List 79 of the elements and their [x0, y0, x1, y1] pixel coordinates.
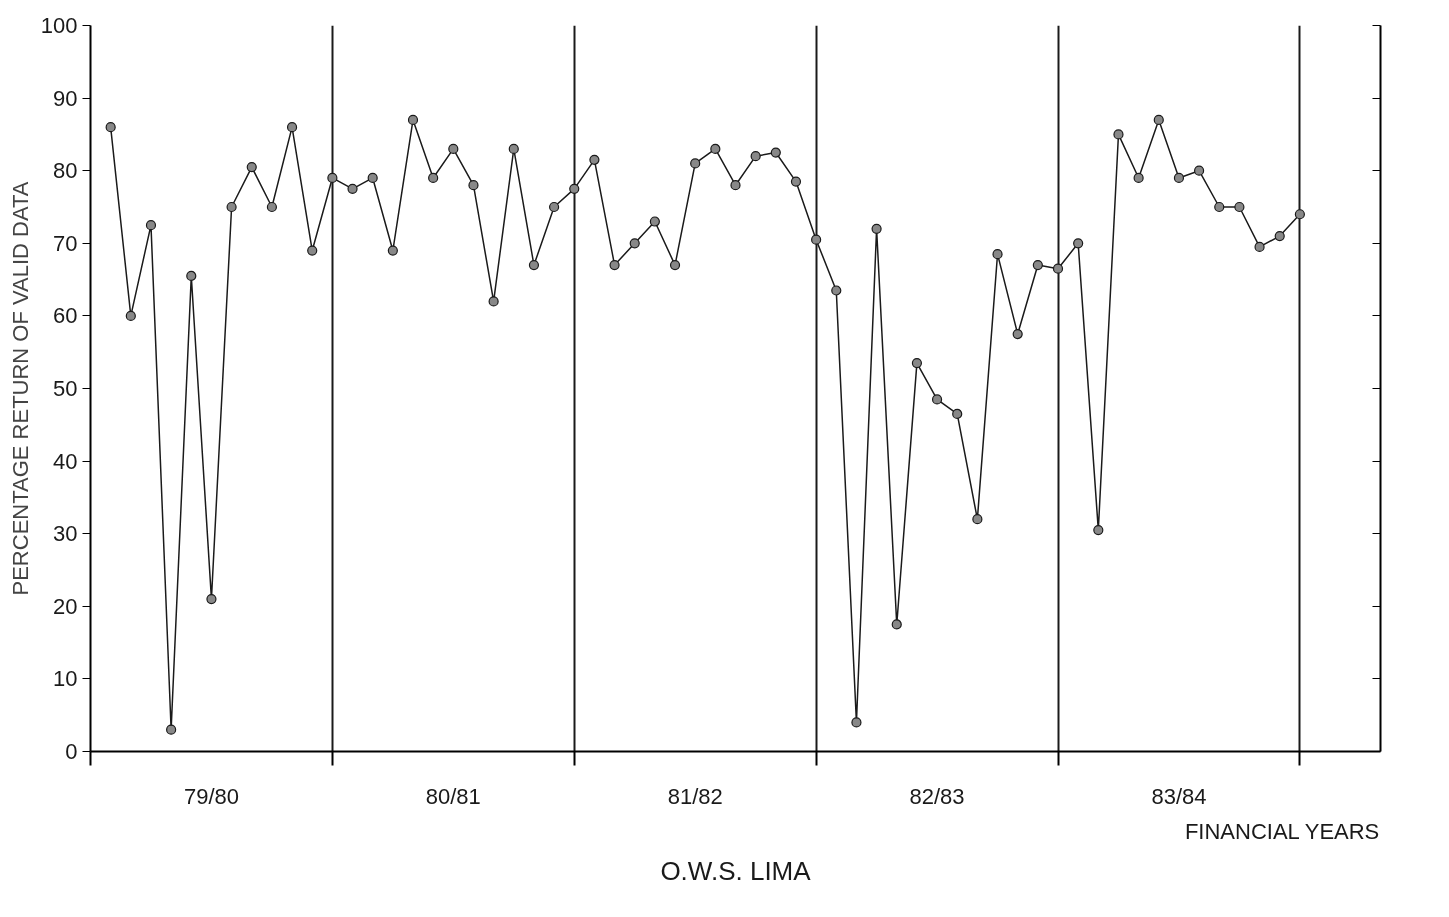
point [1274, 230, 1285, 242]
point [1133, 172, 1144, 184]
point [569, 183, 580, 194]
point [145, 220, 157, 231]
point [1093, 524, 1104, 536]
x-tick-label: 82/83 [909, 783, 965, 809]
y-axis-title: PERCENTAGE RETURN OF VALID DATA [7, 181, 33, 596]
point [1113, 129, 1124, 140]
point [992, 249, 1003, 260]
point [428, 172, 439, 184]
point [851, 717, 862, 728]
point [166, 724, 177, 735]
point [750, 151, 761, 162]
y-tick-label: 90 [53, 85, 78, 111]
x-axis-title: FINANCIAL YEARS [1184, 818, 1380, 844]
point [770, 147, 781, 158]
point [730, 180, 741, 191]
point [589, 154, 600, 165]
y-tick-label: 70 [53, 230, 78, 256]
point [1254, 241, 1265, 253]
point [1073, 238, 1084, 249]
point [871, 223, 882, 234]
y-tick-label: 10 [53, 666, 78, 692]
point [488, 296, 499, 307]
point [186, 270, 197, 282]
point [911, 358, 923, 369]
point [891, 619, 902, 630]
point [931, 394, 943, 405]
x-tick-label: 83/84 [1151, 783, 1207, 809]
point [206, 593, 217, 605]
point [266, 201, 278, 213]
point [690, 158, 701, 169]
point [508, 143, 519, 155]
point [105, 122, 116, 133]
point [1193, 165, 1205, 176]
point [125, 310, 136, 321]
y-tick-label: 80 [53, 158, 78, 184]
point [1032, 259, 1043, 271]
point [831, 285, 842, 296]
point [1153, 114, 1164, 125]
point [468, 180, 479, 191]
point [407, 114, 419, 125]
point [226, 201, 237, 213]
point [1234, 201, 1245, 213]
point [1214, 201, 1225, 213]
point [1294, 209, 1305, 220]
point [307, 245, 318, 256]
y-tick-label: 60 [53, 303, 78, 329]
point [448, 143, 459, 155]
point [387, 245, 398, 256]
point [1012, 328, 1023, 340]
point [710, 143, 721, 155]
point [327, 172, 338, 184]
x-tick-label: 81/82 [667, 783, 723, 809]
point [347, 183, 358, 194]
point [286, 122, 298, 133]
point [790, 176, 802, 187]
point [952, 408, 963, 419]
y-tick-label: 50 [53, 376, 78, 401]
y-tick-label: 30 [53, 521, 78, 547]
point [649, 216, 660, 227]
point [811, 234, 822, 245]
point [367, 172, 378, 184]
point [972, 514, 983, 525]
y-tick-label: 0 [65, 739, 78, 764]
y-tick-label: 20 [53, 593, 78, 619]
y-tick-label: 40 [53, 448, 78, 474]
point [548, 201, 560, 213]
y-tick-label: 100 [40, 13, 78, 38]
point [609, 259, 620, 271]
point [669, 259, 681, 271]
point [246, 161, 257, 173]
x-tick-label: 80/81 [425, 783, 481, 809]
text: O.W.S. LIMA [660, 855, 812, 886]
point [629, 238, 640, 249]
point [528, 259, 540, 271]
point [1173, 172, 1185, 184]
x-tick-label: 79/80 [183, 783, 239, 809]
point [1052, 263, 1064, 274]
